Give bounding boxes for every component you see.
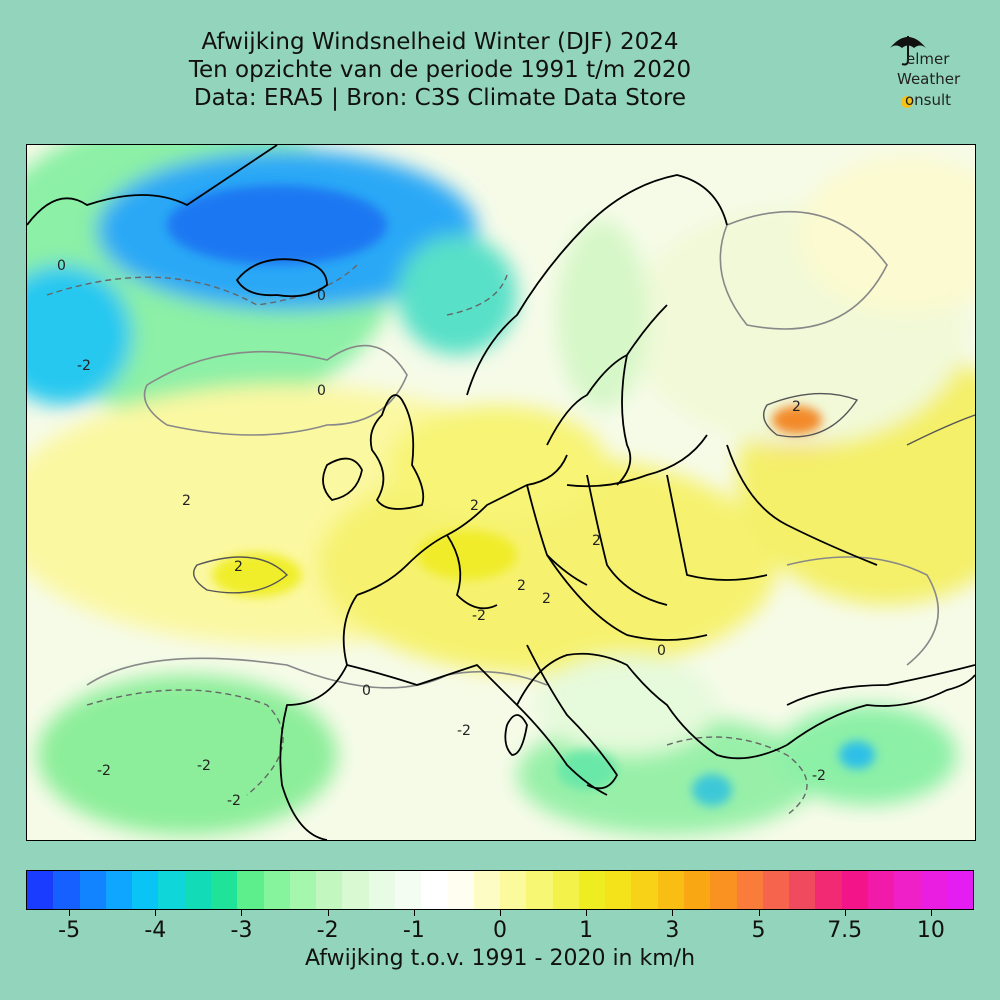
colorbar-tick-label: -2 — [316, 918, 339, 943]
logo-line-2: Weather — [897, 70, 961, 88]
colorbar-cell — [894, 871, 921, 909]
colorbar-tick-label: -1 — [402, 918, 425, 943]
colorbar-tick-label: 1 — [579, 918, 594, 943]
colorbar-tick-mark — [586, 910, 588, 916]
colorbar-tick-mark — [672, 910, 674, 916]
contour-label: 2 — [517, 578, 526, 594]
colorbar-tick-mark — [500, 910, 501, 916]
anomaly-map: 0 -2 2 0 -2 2 2 -2 2 0 2 2 -2 -2 -2 0 2 … — [26, 144, 976, 841]
contour-label: 2 — [542, 591, 551, 607]
colorbar-cell — [158, 871, 185, 909]
logo-line-1: elmer — [906, 50, 950, 68]
contour-label: -2 — [97, 763, 111, 779]
colorbar-cell — [342, 871, 369, 909]
colorbar-cell — [394, 871, 422, 909]
title-line-3: Data: ERA5 | Bron: C3S Climate Data Stor… — [193, 85, 687, 111]
colorbar-tick-mark — [930, 910, 932, 916]
colorbar-cell — [789, 871, 816, 909]
contour-label: -2 — [812, 768, 826, 784]
colorbar-cell — [552, 871, 579, 909]
colorbar-cell — [920, 871, 947, 909]
contour-label: -2 — [197, 758, 211, 774]
contour-label: 2 — [234, 559, 243, 575]
colorbar-label: Afwijking t.o.v. 1991 - 2020 in km/h — [304, 946, 696, 971]
map-title: Afwijking Windsnelheid Winter (DJF) 2024… — [90, 28, 790, 112]
contour-label: 2 — [792, 399, 801, 415]
colorbar-tick-label: 3 — [665, 918, 680, 943]
colorbar-cell — [473, 871, 501, 909]
map-canvas: 0 -2 2 0 -2 2 2 -2 2 0 2 2 -2 -2 -2 0 2 … — [27, 145, 975, 840]
colorbar-cell — [868, 871, 895, 909]
colorbar-cell — [710, 871, 737, 909]
colorbar-tick-label: -3 — [230, 918, 253, 943]
colorbar-cell — [53, 871, 80, 909]
colorbar-tick-label: 7.5 — [827, 918, 863, 943]
colorbar-tick-mark — [844, 910, 846, 916]
colorbar-cell — [447, 871, 474, 909]
colorbar-cell — [289, 871, 317, 909]
colorbar-tick-label: -5 — [58, 918, 81, 943]
colorbar-cell — [946, 871, 974, 909]
contour-label: 2 — [592, 533, 601, 549]
colorbar-tick-mark — [69, 910, 71, 916]
colorbar-cell — [316, 871, 343, 909]
colorbar — [26, 870, 974, 910]
contour-label: -2 — [472, 608, 486, 624]
logo-line-3: onsult — [905, 91, 952, 109]
colorbar-cell — [657, 871, 685, 909]
colorbar-tick-mark — [758, 910, 760, 916]
colorbar-cell — [132, 871, 159, 909]
colorbar-cell — [762, 871, 790, 909]
colorbar-cell — [526, 871, 553, 909]
colorbar-tick-mark — [241, 910, 243, 916]
title-line-2: Ten opzichte van de periode 1991 t/m 202… — [188, 57, 692, 83]
colorbar-cell — [368, 871, 395, 909]
contour-label: 0 — [317, 383, 326, 399]
logo: elmer Weather onsult — [880, 30, 980, 115]
colorbar-cell — [263, 871, 290, 909]
contour-label: -2 — [457, 723, 471, 739]
contour-label: 0 — [362, 683, 371, 699]
colorbar-cell — [605, 871, 632, 909]
colorbar-ticks: -5 -4 -3 -2 -1 0 1 3 5 7.5 10 — [26, 918, 974, 944]
contour-label: 0 — [57, 258, 66, 274]
colorbar-tick-label: 0 — [493, 918, 507, 943]
colorbar-cell — [815, 871, 842, 909]
colorbar-cell — [79, 871, 106, 909]
colorbar-cell — [631, 871, 658, 909]
colorbar-cell — [578, 871, 606, 909]
colorbar-cell — [27, 871, 54, 909]
colorbar-tick-label: -4 — [144, 918, 167, 943]
title-line-1: Afwijking Windsnelheid Winter (DJF) 2024 — [201, 29, 679, 55]
colorbar-cell — [736, 871, 763, 909]
colorbar-cell — [105, 871, 133, 909]
colorbar-cell — [841, 871, 868, 909]
contour-label: -2 — [77, 358, 91, 374]
contour-label: 2 — [182, 493, 191, 509]
colorbar-cell — [421, 871, 448, 909]
contour-label: 0 — [317, 288, 326, 304]
colorbar-cell — [237, 871, 264, 909]
colorbar-cell — [184, 871, 211, 909]
contour-label: 0 — [657, 643, 666, 659]
colorbar-tick-mark — [155, 910, 157, 916]
colorbar-tick-label: 10 — [916, 918, 945, 943]
umbrella-icon — [890, 36, 926, 108]
contour-label: -2 — [227, 793, 241, 809]
colorbar-tick-mark — [413, 910, 415, 916]
colorbar-cell — [500, 871, 527, 909]
colorbar-cell — [684, 871, 711, 909]
colorbar-tick-label: 5 — [751, 918, 766, 943]
colorbar-tick-mark — [327, 910, 329, 916]
contour-label: 2 — [470, 498, 479, 514]
colorbar-cell — [210, 871, 238, 909]
